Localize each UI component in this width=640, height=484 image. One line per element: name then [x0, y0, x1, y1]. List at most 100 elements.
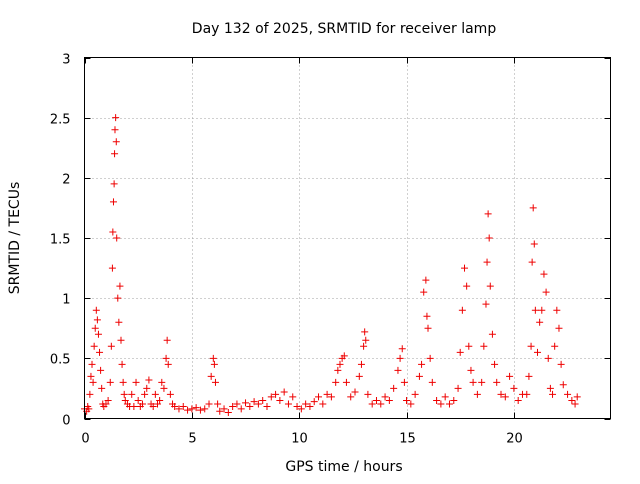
data-point: [112, 114, 120, 122]
data-point: [323, 390, 331, 398]
data-point: [483, 258, 491, 266]
data-point: [342, 378, 350, 386]
data-point: [527, 342, 535, 350]
data-point: [272, 390, 280, 398]
data-point: [428, 378, 436, 386]
y-tick-label: 0: [62, 414, 70, 429]
data-point: [128, 390, 136, 398]
data-point: [327, 393, 335, 401]
data-point: [153, 400, 161, 408]
data-point: [297, 405, 305, 413]
data-point: [114, 294, 122, 302]
data-point: [456, 348, 464, 356]
data-point: [540, 270, 548, 278]
data-point: [355, 372, 363, 380]
data-point: [484, 210, 492, 218]
data-point: [259, 396, 267, 404]
data-point: [160, 384, 168, 392]
y-tick-label: 2.5: [50, 113, 71, 128]
data-point: [433, 396, 441, 404]
data-point: [104, 396, 112, 404]
data-point: [242, 399, 250, 407]
data-point: [188, 405, 196, 413]
y-tick-label: 1: [62, 293, 70, 308]
data-point: [469, 378, 477, 386]
data-point: [284, 400, 292, 408]
data-point: [216, 407, 224, 415]
data-point: [473, 390, 481, 398]
data-point: [497, 390, 505, 398]
data-point: [263, 402, 271, 410]
data-point: [426, 354, 434, 362]
data-point: [441, 393, 449, 401]
data-point: [280, 388, 288, 396]
data-point: [546, 384, 554, 392]
data-point: [510, 384, 518, 392]
data-point: [463, 282, 471, 290]
data-point: [400, 378, 408, 386]
data-point: [107, 342, 115, 350]
data-point: [210, 360, 218, 368]
data-point: [360, 342, 368, 350]
data-point: [542, 288, 550, 296]
data-point: [179, 402, 187, 410]
data-point: [98, 384, 106, 392]
data-point: [233, 400, 241, 408]
data-point: [361, 328, 369, 336]
data-point: [553, 306, 561, 314]
data-point: [319, 400, 327, 408]
data-point: [501, 393, 509, 401]
data-point: [132, 378, 140, 386]
data-point: [93, 316, 101, 324]
data-point: [205, 400, 213, 408]
data-point: [96, 348, 104, 356]
x-tick-label: 15: [399, 432, 416, 447]
data-point: [115, 318, 123, 326]
data-point: [525, 372, 533, 380]
data-point: [109, 198, 117, 206]
data-point: [381, 393, 389, 401]
data-point: [332, 378, 340, 386]
data-point: [368, 400, 376, 408]
data-point: [164, 360, 172, 368]
data-point: [196, 406, 204, 414]
data-point: [415, 372, 423, 380]
data-point: [336, 360, 344, 368]
y-axis-label: SRMTID / TECUs: [7, 182, 23, 295]
data-point: [506, 372, 514, 380]
data-point: [531, 306, 539, 314]
data-point: [118, 360, 126, 368]
data-point: [364, 390, 372, 398]
data-point: [482, 300, 490, 308]
data-point: [493, 378, 501, 386]
data-point: [121, 396, 129, 404]
x-tick-label: 0: [81, 432, 89, 447]
data-point: [334, 366, 342, 374]
data-points: [81, 114, 581, 416]
data-point: [166, 390, 174, 398]
data-point: [276, 396, 284, 404]
data-point: [422, 276, 430, 284]
data-point: [523, 390, 531, 398]
data-point: [411, 390, 419, 398]
data-point: [113, 234, 121, 242]
data-point: [156, 396, 164, 404]
data-point: [175, 405, 183, 413]
data-point: [544, 354, 552, 362]
data-point: [184, 406, 192, 414]
data-point: [485, 234, 493, 242]
data-point: [514, 396, 522, 404]
data-point: [246, 402, 254, 410]
data-point: [529, 204, 537, 212]
data-point: [237, 405, 245, 413]
data-point: [201, 405, 209, 413]
data-point: [450, 396, 458, 404]
data-point: [377, 400, 385, 408]
data-point: [437, 400, 445, 408]
data-point: [87, 372, 95, 380]
chart-title: Day 132 of 2025, SRMTID for receiver lam…: [192, 21, 497, 37]
data-point: [143, 384, 151, 392]
data-point: [267, 393, 275, 401]
